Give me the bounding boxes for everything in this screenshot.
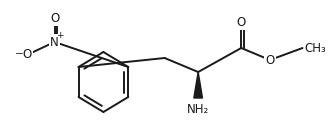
Text: O: O <box>50 12 59 25</box>
Text: −: − <box>15 49 24 59</box>
Text: N: N <box>50 36 59 49</box>
Text: O: O <box>265 53 275 66</box>
Text: NH₂: NH₂ <box>187 103 209 116</box>
Text: +: + <box>56 31 64 40</box>
Polygon shape <box>194 72 202 98</box>
Text: CH₃: CH₃ <box>304 42 326 55</box>
Text: O: O <box>22 49 31 62</box>
Text: O: O <box>236 16 246 29</box>
